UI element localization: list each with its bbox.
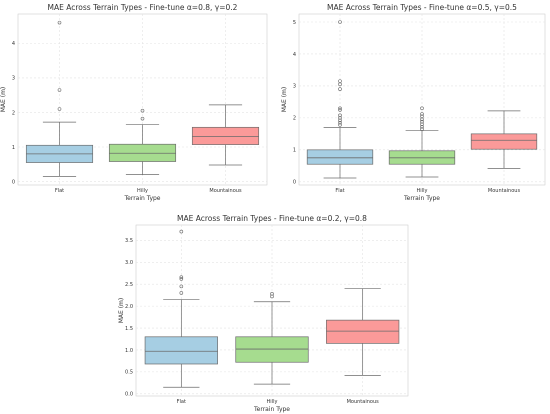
iqr-box: [306, 149, 374, 165]
y-tick-label: 0: [12, 179, 15, 185]
outlier-point: [338, 108, 342, 112]
chart-title: MAE Across Terrain Types - Fine-tune α=0…: [327, 3, 517, 12]
box-flat: [306, 20, 374, 179]
iqr-box: [470, 133, 538, 150]
x-tick-label: Flat: [177, 399, 186, 405]
x-axis-label: Terrain Type: [403, 195, 440, 202]
box-hilly: [108, 108, 177, 175]
y-tick-label: 1: [12, 145, 15, 151]
outlier-point: [420, 106, 424, 111]
x-tick-label: Hilly: [417, 188, 428, 194]
iqr-box: [144, 336, 218, 365]
box-mountainous: [326, 288, 400, 376]
chart-panel-3: 0.0 0.5 1.0 1.5 2.0 2.5 3.0 3.5 Flat Hilly Mountai…: [118, 214, 409, 413]
chart-panel-2: 0 1 2 3 4 5 Flat Hilly Mountainous MAE Across Ter…: [281, 3, 546, 202]
x-tick-label: Mountainous: [488, 188, 521, 194]
outlier-point: [179, 291, 184, 295]
outlier-point: [420, 125, 424, 129]
box-hilly: [235, 292, 309, 385]
y-tick-label: 4: [293, 52, 296, 58]
outlier-point: [57, 20, 62, 25]
y-tick-label: 4: [12, 41, 15, 47]
outlier-point: [179, 229, 184, 234]
y-tick-label: 0.0: [125, 392, 133, 398]
outlier-point: [57, 88, 62, 92]
outlier-point: [270, 292, 274, 296]
x-tick-label: Flat: [55, 188, 64, 194]
iqr-box: [191, 126, 260, 145]
y-tick-label: 0.5: [125, 370, 133, 376]
y-tick-label: 0: [293, 180, 296, 186]
outlier-point: [338, 79, 342, 83]
box-hilly: [388, 106, 456, 178]
y-tick-label: 2: [293, 116, 296, 122]
chart-title: MAE Across Terrain Types - Fine-tune α=0…: [177, 214, 367, 223]
y-tick-label: 2.5: [125, 282, 133, 288]
iqr-box: [235, 336, 309, 363]
box-flat: [25, 20, 94, 177]
y-axis-label: MAE (m): [0, 87, 7, 113]
outlier-point: [338, 123, 342, 127]
outlier-point: [338, 113, 342, 118]
outlier-point: [179, 284, 184, 289]
outlier-point: [420, 127, 424, 131]
outlier-point: [270, 294, 274, 299]
outlier-point: [338, 116, 342, 120]
outlier-point: [57, 107, 62, 111]
y-tick-label: 2: [12, 110, 15, 116]
y-tick-label: 3: [293, 84, 296, 90]
box-mountainous: [191, 104, 260, 166]
x-tick-label: Hilly: [137, 188, 148, 194]
x-tick-label: Mountainous: [347, 399, 380, 405]
x-axis-label: Terrain Type: [124, 195, 161, 202]
outlier-point: [420, 122, 424, 127]
outlier-point: [420, 114, 424, 119]
outlier-point: [338, 87, 342, 91]
y-tick-label: 2.0: [125, 304, 133, 310]
y-tick-label: 3.5: [125, 238, 133, 244]
outlier-point: [179, 277, 184, 281]
iqr-box: [326, 319, 400, 344]
x-tick-label: Hilly: [267, 399, 278, 405]
x-tick-label: Flat: [335, 188, 344, 194]
y-tick-label: 5: [293, 20, 296, 26]
outlier-point: [140, 108, 145, 113]
outlier-point: [179, 275, 184, 279]
outlier-point: [420, 119, 424, 124]
outlier-point: [140, 116, 145, 121]
outlier-point: [338, 106, 342, 111]
outlier-point: [420, 112, 424, 116]
y-tick-label: 3: [12, 76, 15, 82]
x-axis-label: Terrain Type: [253, 406, 290, 413]
y-tick-label: 1: [293, 148, 296, 154]
y-axis-label: MAE (m): [118, 298, 125, 324]
chart-panel-1: 0 1 2 3 4 Flat Hilly Mountainous MAE Across Terr…: [0, 3, 268, 202]
box-flat: [144, 229, 218, 388]
outlier-point: [338, 118, 342, 123]
outlier-point: [338, 120, 342, 125]
y-tick-label: 3.0: [125, 260, 133, 266]
y-tick-label: 1.5: [125, 326, 133, 332]
box-mountainous: [470, 110, 538, 169]
x-tick-label: Mountainous: [209, 188, 242, 194]
outlier-point: [338, 20, 342, 24]
y-tick-label: 1.0: [125, 348, 133, 354]
y-axis-label: MAE (m): [281, 87, 288, 113]
chart-title: MAE Across Terrain Types - Fine-tune α=0…: [48, 3, 238, 12]
